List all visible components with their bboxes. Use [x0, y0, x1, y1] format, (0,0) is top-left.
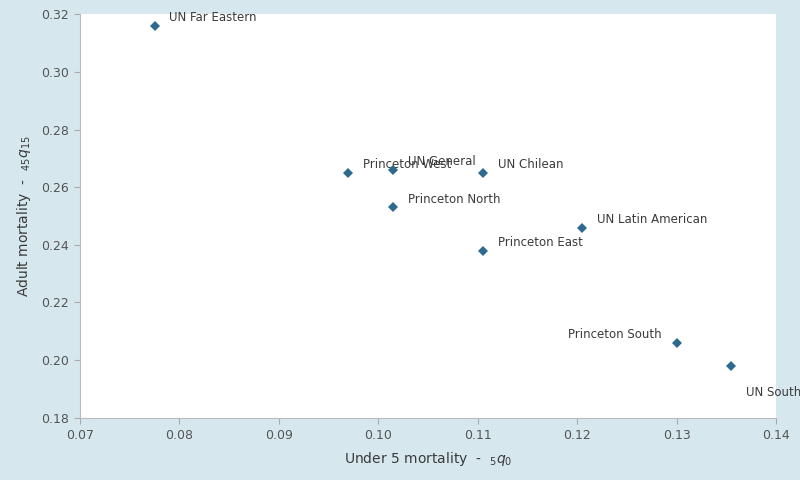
Text: UN General: UN General [408, 156, 476, 168]
X-axis label: Under 5 mortality  -  $_{5}q_{0}$: Under 5 mortality - $_{5}q_{0}$ [344, 450, 512, 468]
Text: Princeton South: Princeton South [568, 328, 662, 341]
Text: UN Far Eastern: UN Far Eastern [170, 12, 257, 24]
Text: Princeton West: Princeton West [363, 158, 452, 171]
Text: UN Chilean: UN Chilean [498, 158, 563, 171]
Text: Princeton East: Princeton East [498, 236, 582, 249]
Text: UN South Asian: UN South Asian [746, 386, 800, 399]
Text: UN Latin American: UN Latin American [597, 213, 707, 226]
Text: Princeton North: Princeton North [408, 193, 501, 206]
Y-axis label: Adult mortality  -  $_{45}q_{15}$: Adult mortality - $_{45}q_{15}$ [14, 135, 33, 297]
